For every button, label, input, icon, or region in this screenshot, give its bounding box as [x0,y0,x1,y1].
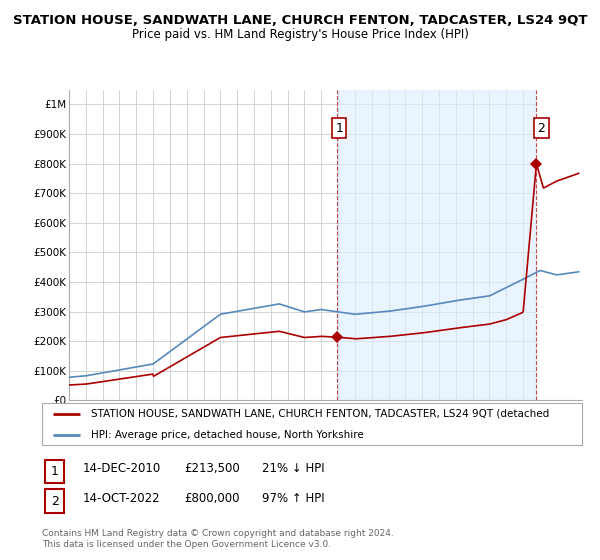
Text: 97% ↑ HPI: 97% ↑ HPI [262,492,325,505]
Bar [337,90,536,400]
Text: 14-OCT-2022: 14-OCT-2022 [82,492,160,505]
Text: £800,000: £800,000 [184,492,240,505]
Bar [536,90,582,400]
Text: 1: 1 [335,122,343,134]
Text: HPI: Average price, detached house, North Yorkshire: HPI: Average price, detached house, Nort… [91,430,364,440]
Text: 14-DEC-2010: 14-DEC-2010 [82,462,160,475]
Text: 21% ↓ HPI: 21% ↓ HPI [262,462,325,475]
Text: STATION HOUSE, SANDWATH LANE, CHURCH FENTON, TADCASTER, LS24 9QT (detached: STATION HOUSE, SANDWATH LANE, CHURCH FEN… [91,409,549,419]
Text: Contains HM Land Registry data © Crown copyright and database right 2024.
This d: Contains HM Land Registry data © Crown c… [42,529,394,549]
Text: 2: 2 [50,494,59,508]
Text: 2: 2 [538,122,545,134]
Text: STATION HOUSE, SANDWATH LANE, CHURCH FENTON, TADCASTER, LS24 9QT: STATION HOUSE, SANDWATH LANE, CHURCH FEN… [13,14,587,27]
Text: Price paid vs. HM Land Registry's House Price Index (HPI): Price paid vs. HM Land Registry's House … [131,28,469,41]
Text: 1: 1 [50,465,59,478]
Text: £213,500: £213,500 [184,462,240,475]
